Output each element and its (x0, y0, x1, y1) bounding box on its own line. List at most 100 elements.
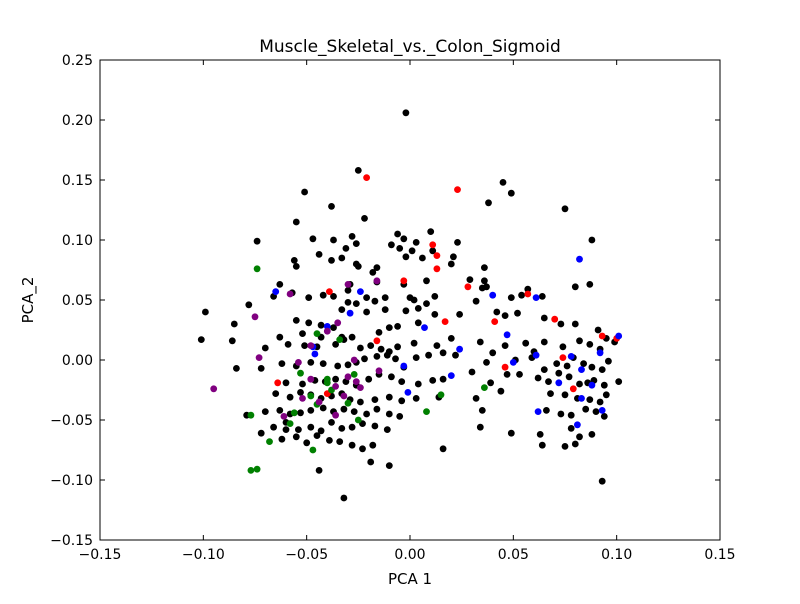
data-point (352, 300, 360, 307)
x-tick-label: −0.15 (79, 547, 122, 563)
data-point (466, 276, 474, 283)
data-point (605, 357, 612, 365)
data-point (534, 408, 542, 415)
data-point (326, 437, 333, 444)
data-point (388, 373, 395, 381)
data-point (481, 264, 488, 271)
data-point (369, 269, 377, 276)
data-point (414, 380, 422, 388)
data-point (447, 260, 455, 268)
data-point (598, 366, 606, 373)
y-tick-label: 0.10 (62, 233, 93, 249)
data-point (586, 341, 594, 348)
data-point (392, 355, 399, 363)
data-point (336, 336, 344, 343)
data-point (485, 199, 492, 207)
data-point (323, 327, 331, 335)
data-point (571, 440, 579, 448)
data-point (305, 294, 313, 301)
data-point (561, 205, 569, 213)
y-tick-label: −0.15 (50, 533, 93, 549)
data-point (503, 331, 511, 339)
data-point (332, 375, 339, 383)
data-point (361, 355, 368, 363)
data-point (342, 245, 350, 252)
data-point (555, 379, 563, 387)
data-point (450, 253, 457, 261)
data-point (365, 375, 373, 383)
data-point (385, 462, 393, 469)
data-point (247, 467, 255, 474)
data-point (596, 349, 604, 357)
data-point (398, 397, 406, 405)
data-point (210, 385, 218, 393)
data-point (540, 338, 548, 346)
data-point (251, 313, 259, 321)
data-point (410, 296, 418, 304)
data-point (340, 494, 348, 502)
data-point (538, 293, 546, 300)
data-point (414, 305, 422, 312)
data-point (561, 443, 569, 450)
data-point (344, 281, 352, 288)
data-point (400, 235, 408, 243)
data-point (454, 239, 461, 246)
data-point (598, 407, 606, 414)
data-point (290, 257, 298, 264)
data-point (596, 398, 604, 406)
data-point (313, 330, 321, 337)
data-point (276, 407, 284, 414)
data-points (197, 109, 623, 502)
data-point (354, 263, 362, 270)
y-tick-label: −0.10 (50, 473, 93, 489)
data-point (375, 329, 383, 336)
data-point (338, 254, 346, 262)
data-point (400, 277, 408, 285)
data-point (388, 241, 395, 249)
data-point (292, 263, 300, 270)
data-point (476, 338, 484, 346)
data-point (507, 189, 515, 197)
data-point (307, 423, 315, 431)
data-point (600, 381, 608, 389)
data-point (447, 335, 455, 342)
x-tick-label: −0.05 (285, 547, 328, 563)
data-point (385, 324, 393, 331)
data-point (344, 299, 352, 306)
data-point (598, 332, 606, 340)
data-point (514, 309, 521, 317)
data-point (371, 297, 379, 305)
data-point (396, 413, 404, 420)
data-point (292, 218, 300, 226)
data-point (478, 284, 486, 292)
data-point (367, 458, 375, 466)
data-point (282, 426, 290, 433)
data-point (317, 321, 325, 329)
data-point (559, 343, 567, 351)
data-point (233, 365, 240, 372)
data-point (588, 363, 596, 371)
data-point (538, 441, 546, 449)
chart-title: Muscle_Skeletal_vs._Colon_Sigmoid (259, 37, 561, 57)
data-point (404, 389, 412, 396)
data-point (578, 366, 585, 373)
data-point (253, 265, 261, 273)
data-point (352, 378, 360, 385)
data-point (278, 435, 286, 443)
data-point (383, 426, 391, 433)
data-point (319, 291, 327, 299)
y-tick-label: 0.25 (62, 53, 93, 69)
data-point (452, 351, 459, 359)
data-point (270, 423, 277, 431)
data-point (344, 399, 352, 407)
data-point (311, 350, 319, 358)
data-point (615, 378, 623, 385)
data-point (326, 288, 333, 295)
data-point (586, 281, 594, 288)
data-point (567, 353, 575, 360)
y-tick-label: 0.20 (62, 113, 93, 129)
data-point (576, 337, 583, 345)
data-point (328, 203, 335, 210)
data-point (507, 429, 515, 437)
